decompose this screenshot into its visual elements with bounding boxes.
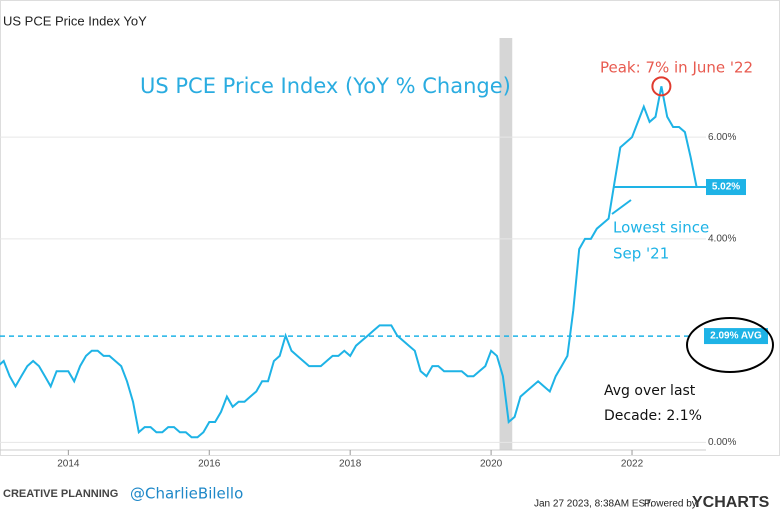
avg-label: Decade: 2.1%: [604, 408, 702, 424]
timestamp: Jan 27 2023, 8:38AM EST.: [534, 499, 653, 510]
latest-label: 5.02%: [712, 182, 740, 193]
y-tick-label: 0.00%: [708, 437, 736, 448]
average-label: 2.09% AVG: [710, 331, 762, 342]
ycharts: YCHARTS: [692, 494, 770, 511]
brand: CREATIVE PLANNING: [3, 488, 118, 500]
x-tick-label: 2022: [621, 459, 644, 470]
annotation-title: US PCE Price Index (YoY % Change): [140, 74, 511, 98]
lowest-label: Lowest since: [613, 219, 709, 237]
lowest-label: Sep '21: [613, 245, 669, 263]
powered: Powered by: [644, 499, 697, 510]
average-tag: [704, 328, 768, 345]
peak-label: Peak: 7% in June '22: [600, 59, 753, 77]
handle: @CharlieBilello: [130, 485, 243, 503]
avg-label: Avg over last: [604, 383, 696, 399]
x-tick-label: 2018: [339, 459, 362, 470]
lowest-arrow: [611, 199, 632, 215]
x-tick-label: 2014: [57, 459, 80, 470]
x-tick-label: 2016: [198, 459, 221, 470]
y-tick-label: 6.00%: [708, 132, 736, 143]
recession-band: [499, 38, 513, 450]
data-line: [0, 86, 698, 439]
avg-circle: [686, 317, 774, 373]
chart-title: US PCE Price Index YoY: [3, 13, 147, 28]
peak-circle: [651, 76, 672, 97]
y-tick-label: 4.00%: [708, 234, 736, 245]
latest-tag: [706, 179, 746, 196]
x-tick-label: 2020: [480, 459, 503, 470]
